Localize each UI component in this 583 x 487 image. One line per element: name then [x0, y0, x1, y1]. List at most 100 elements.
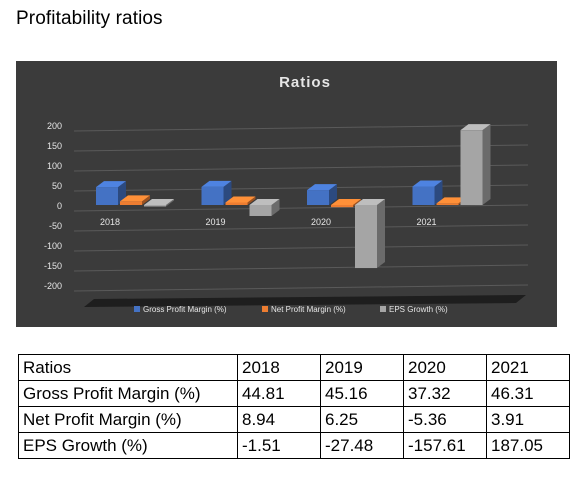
bar-front [331, 205, 353, 208]
category-label: 2021 [416, 217, 436, 227]
y-tick-label: 0 [57, 201, 62, 211]
row-label-cell: Gross Profit Margin (%) [18, 380, 238, 407]
bar-front [355, 205, 377, 269]
bar-2018-series-3 [144, 199, 174, 207]
table-cell: 44.81 [237, 380, 321, 407]
bar-front [307, 190, 329, 205]
header-cell: 2018 [237, 354, 321, 381]
bar-2020-series-1 [307, 184, 337, 205]
table-cell: 45.16 [320, 380, 404, 407]
bars [96, 124, 491, 269]
header-cell: 2021 [486, 354, 570, 381]
bar-top [225, 196, 256, 203]
category-labels: 2018 2019 2020 2021 [100, 217, 437, 227]
gridline [73, 244, 529, 252]
y-tick-label: -100 [44, 241, 62, 251]
bar-front [436, 203, 459, 205]
bar-front [96, 187, 118, 205]
bar-top [144, 199, 174, 205]
bar-2019-series-3 [249, 199, 280, 216]
bar-top [412, 180, 443, 187]
category-label: 2019 [205, 217, 225, 227]
bar-side [247, 196, 256, 205]
table-cell: -5.36 [403, 406, 487, 433]
bar-front [249, 205, 272, 216]
chart-title: Ratios [279, 74, 331, 91]
y-tick-label: -150 [44, 261, 62, 271]
bar-front [120, 201, 142, 205]
bar-front [144, 205, 166, 207]
table-cell: 37.32 [403, 380, 487, 407]
gridline [73, 264, 529, 272]
bar-top [96, 181, 126, 188]
gridline [73, 124, 529, 132]
gridline [73, 144, 529, 152]
row-label-cell: Net Profit Margin (%) [18, 406, 238, 433]
legend-label: Net Profit Margin (%) [271, 305, 346, 314]
table-row: Gross Profit Margin (%) 44.81 45.16 37.3… [18, 380, 570, 407]
bar-2020-series-3 [355, 199, 385, 269]
category-label: 2018 [100, 217, 120, 227]
category-label: 2020 [311, 217, 331, 227]
y-tick-label: -200 [44, 281, 62, 291]
bar-2019-series-2 [225, 196, 256, 205]
table-cell: 6.25 [320, 406, 404, 433]
bar-side [271, 199, 280, 216]
y-tick-label: -50 [49, 221, 62, 231]
y-axis-ticks: 200 150 100 50 0 -50 -100 -150 -200 [44, 121, 62, 291]
table-header-row: Ratios 2018 2019 2020 2021 [18, 354, 570, 381]
bar-top [201, 180, 232, 187]
table-row: EPS Growth (%) -1.51 -27.48 -157.61 187.… [18, 432, 570, 459]
y-tick-label: 50 [52, 181, 62, 191]
gridline [73, 204, 529, 212]
header-cell: 2020 [403, 354, 487, 381]
chart-floor [84, 295, 526, 307]
bar-top [355, 199, 385, 205]
bar-top [331, 199, 361, 205]
bar-side [434, 180, 443, 205]
header-cell: 2019 [320, 354, 404, 381]
gridline [73, 284, 529, 292]
gridlines [73, 124, 529, 307]
bar-top [436, 197, 467, 204]
bar-2018-series-2 [120, 195, 150, 205]
legend-swatch [262, 306, 268, 312]
legend-swatch [134, 306, 140, 312]
bar-side [329, 184, 337, 205]
table-row: Net Profit Margin (%) 8.94 6.25 -5.36 3.… [18, 406, 570, 433]
bar-2021-series-3 [460, 124, 491, 205]
bar-2021-series-1 [412, 180, 443, 205]
y-tick-label: 150 [47, 141, 62, 151]
bar-top [249, 199, 280, 205]
bar-top [120, 195, 150, 202]
bar-side [223, 180, 232, 205]
row-label-cell: EPS Growth (%) [18, 432, 238, 459]
bar-front [412, 186, 435, 205]
gridline [73, 184, 529, 192]
table-cell: -157.61 [403, 432, 487, 459]
gridline [73, 224, 529, 232]
legend: Gross Profit Margin (%) Net Profit Margin… [134, 305, 448, 314]
bar-side [142, 195, 150, 205]
bar-2019-series-1 [201, 180, 232, 205]
bar-front [201, 186, 224, 205]
ratios-chart: Ratios 200 150 100 50 0 -50 -100 -150 -200 2018 2… [16, 61, 557, 327]
table-cell: 3.91 [486, 406, 570, 433]
table-cell: -27.48 [320, 432, 404, 459]
legend-swatch [380, 306, 386, 312]
table-cell: 8.94 [237, 406, 321, 433]
ratios-table: Ratios 2018 2019 2020 2021 Gross Profit … [18, 354, 570, 459]
table-cell: 187.05 [486, 432, 570, 459]
bar-side [377, 199, 385, 269]
gridline [73, 164, 529, 172]
bar-top [460, 124, 491, 131]
bar-side [166, 199, 174, 207]
bar-side [482, 124, 491, 205]
table-cell: -1.51 [237, 432, 321, 459]
y-tick-label: 100 [47, 161, 62, 171]
bar-front [460, 130, 483, 205]
bar-top [307, 184, 337, 191]
legend-label: Gross Profit Margin (%) [143, 305, 227, 314]
table-cell: 46.31 [486, 380, 570, 407]
